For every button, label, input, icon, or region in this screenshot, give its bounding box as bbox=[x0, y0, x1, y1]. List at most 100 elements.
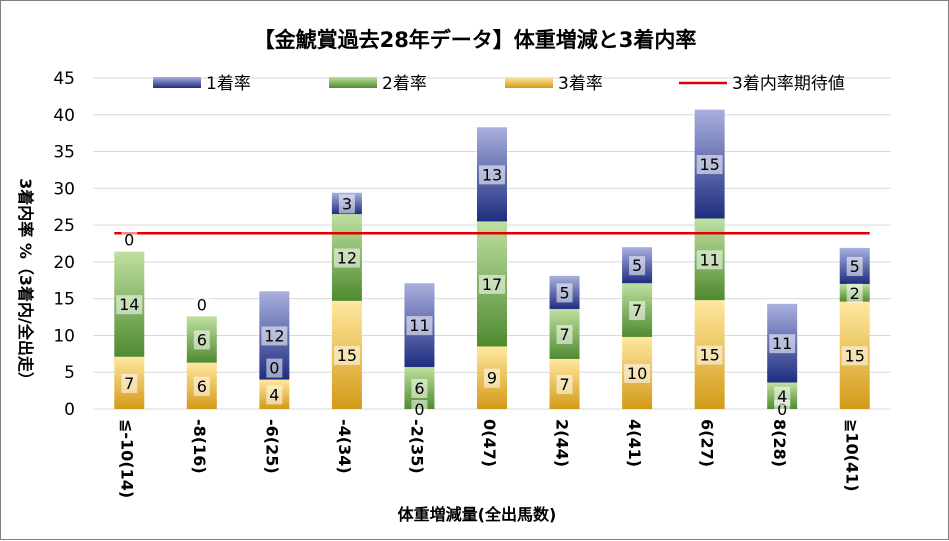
data-label-bg bbox=[121, 373, 138, 393]
data-label-bg bbox=[193, 330, 210, 350]
data-label-bg bbox=[266, 358, 283, 378]
x-tick-label: ≧10(41) bbox=[843, 419, 862, 492]
data-label: 17 bbox=[482, 275, 502, 294]
bars bbox=[114, 109, 870, 409]
y-tick-label: 40 bbox=[53, 106, 75, 126]
legend-label-expected: 3着内率期待値 bbox=[732, 74, 845, 94]
data-label-bg bbox=[629, 256, 646, 276]
data-label: 10 bbox=[627, 364, 647, 383]
data-label-bg bbox=[266, 385, 283, 405]
data-label: 0 bbox=[414, 400, 424, 419]
data-label: 14 bbox=[119, 295, 139, 314]
data-label-bg bbox=[846, 256, 863, 276]
legend-label-2nd: 2着率 bbox=[382, 74, 427, 94]
y-tick-label: 15 bbox=[53, 290, 75, 310]
x-tick-label: -6(25) bbox=[262, 419, 281, 474]
data-label-bg bbox=[116, 295, 143, 315]
data-label: 0 bbox=[197, 295, 207, 314]
data-label: 9 bbox=[487, 369, 497, 388]
data-label: 13 bbox=[482, 165, 502, 184]
data-label: 0 bbox=[124, 231, 134, 250]
data-label-bg bbox=[774, 386, 791, 406]
y-tick-label: 20 bbox=[53, 253, 75, 273]
data-label-bg bbox=[484, 368, 500, 388]
data-label: 15 bbox=[337, 346, 357, 365]
data-label: 3 bbox=[342, 194, 352, 213]
data-label-bg bbox=[769, 334, 796, 354]
data-label-bg bbox=[193, 295, 210, 315]
y-tick-label: 5 bbox=[64, 363, 75, 383]
x-tick-label: -4(34) bbox=[335, 419, 354, 474]
data-label: 12 bbox=[337, 248, 357, 267]
legend-label-1st: 1着率 bbox=[206, 74, 251, 94]
y-tick-label: 25 bbox=[53, 216, 75, 236]
data-label: 0 bbox=[777, 400, 787, 419]
chart-title: 【金鯱賞過去28年データ】体重増減と3着内率 bbox=[254, 28, 697, 52]
data-label-bg bbox=[338, 194, 355, 214]
data-label-bg bbox=[193, 376, 210, 396]
legend: 1着率 2着率 3着率 3着内率期待値 bbox=[153, 74, 845, 94]
data-label-bg bbox=[624, 363, 651, 383]
y-tick-label: 30 bbox=[53, 179, 75, 199]
legend-swatch-3rd bbox=[505, 77, 553, 88]
data-label-bg bbox=[556, 324, 573, 344]
data-label: 6 bbox=[197, 377, 207, 396]
data-label-bg bbox=[333, 248, 360, 268]
y-axis-title: 3着内率 %（3着内/全出走） bbox=[16, 178, 35, 388]
data-label: 11 bbox=[699, 250, 719, 269]
x-tick-label: 0(47) bbox=[480, 419, 499, 467]
data-label: 12 bbox=[264, 326, 284, 345]
data-label-bg bbox=[556, 374, 573, 394]
x-tick-label: 6(27) bbox=[698, 419, 717, 467]
data-labels: 7140660401215123061191713775107515111504… bbox=[116, 155, 868, 419]
x-axis-title: 体重増減量(全出馬数) bbox=[398, 505, 557, 524]
y-tick-label: 10 bbox=[53, 326, 75, 346]
data-label: 15 bbox=[699, 346, 719, 365]
x-tick-label: 2(44) bbox=[553, 419, 572, 467]
y-tick-label: 45 bbox=[53, 69, 75, 89]
data-label: 11 bbox=[772, 334, 792, 353]
data-label-bg bbox=[629, 301, 646, 321]
data-label: 6 bbox=[197, 330, 207, 349]
data-label-bg bbox=[411, 400, 428, 419]
data-label-bg bbox=[261, 326, 288, 346]
data-label-bg bbox=[479, 274, 505, 294]
x-tick-label: 4(41) bbox=[625, 419, 644, 467]
data-label: 5 bbox=[559, 283, 569, 302]
data-label-bg bbox=[479, 165, 505, 185]
data-label-bg bbox=[841, 346, 868, 366]
data-label-bg bbox=[696, 250, 723, 270]
legend-swatch-1st bbox=[153, 77, 201, 88]
data-label: 7 bbox=[559, 325, 569, 344]
y-tick-label: 35 bbox=[53, 143, 75, 163]
data-label: 0 bbox=[269, 359, 279, 378]
data-label-bg bbox=[696, 155, 723, 175]
data-label: 2 bbox=[850, 284, 860, 303]
data-label-bg bbox=[411, 379, 428, 399]
data-label: 6 bbox=[414, 379, 424, 398]
data-label: 5 bbox=[632, 256, 642, 275]
data-label-bg bbox=[556, 283, 573, 303]
data-label: 15 bbox=[845, 346, 865, 365]
data-label: 11 bbox=[409, 316, 429, 335]
data-label: 4 bbox=[269, 385, 279, 404]
data-label: 7 bbox=[632, 301, 642, 320]
data-label-bg bbox=[696, 345, 723, 365]
data-label: 7 bbox=[124, 374, 134, 393]
x-tick-label: 8(28) bbox=[770, 419, 789, 467]
data-label-bg bbox=[121, 230, 138, 250]
data-label: 7 bbox=[559, 375, 569, 394]
data-label-bg bbox=[406, 316, 433, 336]
y-axis-ticks: 0 5 10 15 20 25 30 35 40 45 bbox=[53, 69, 75, 420]
x-axis-ticks: ≦-10(14) -8(16) -6(25) -4(34) -2(35) 0(47) 2(4… bbox=[117, 419, 861, 498]
x-tick-label: -2(35) bbox=[407, 419, 426, 474]
data-label-bg bbox=[333, 345, 360, 365]
data-label-bg bbox=[846, 283, 863, 303]
data-label: 15 bbox=[699, 155, 719, 174]
x-tick-label: -8(16) bbox=[190, 419, 209, 474]
x-tick-label: ≦-10(14) bbox=[117, 419, 136, 498]
data-label: 4 bbox=[777, 387, 787, 406]
legend-label-3rd: 3着率 bbox=[558, 74, 603, 94]
